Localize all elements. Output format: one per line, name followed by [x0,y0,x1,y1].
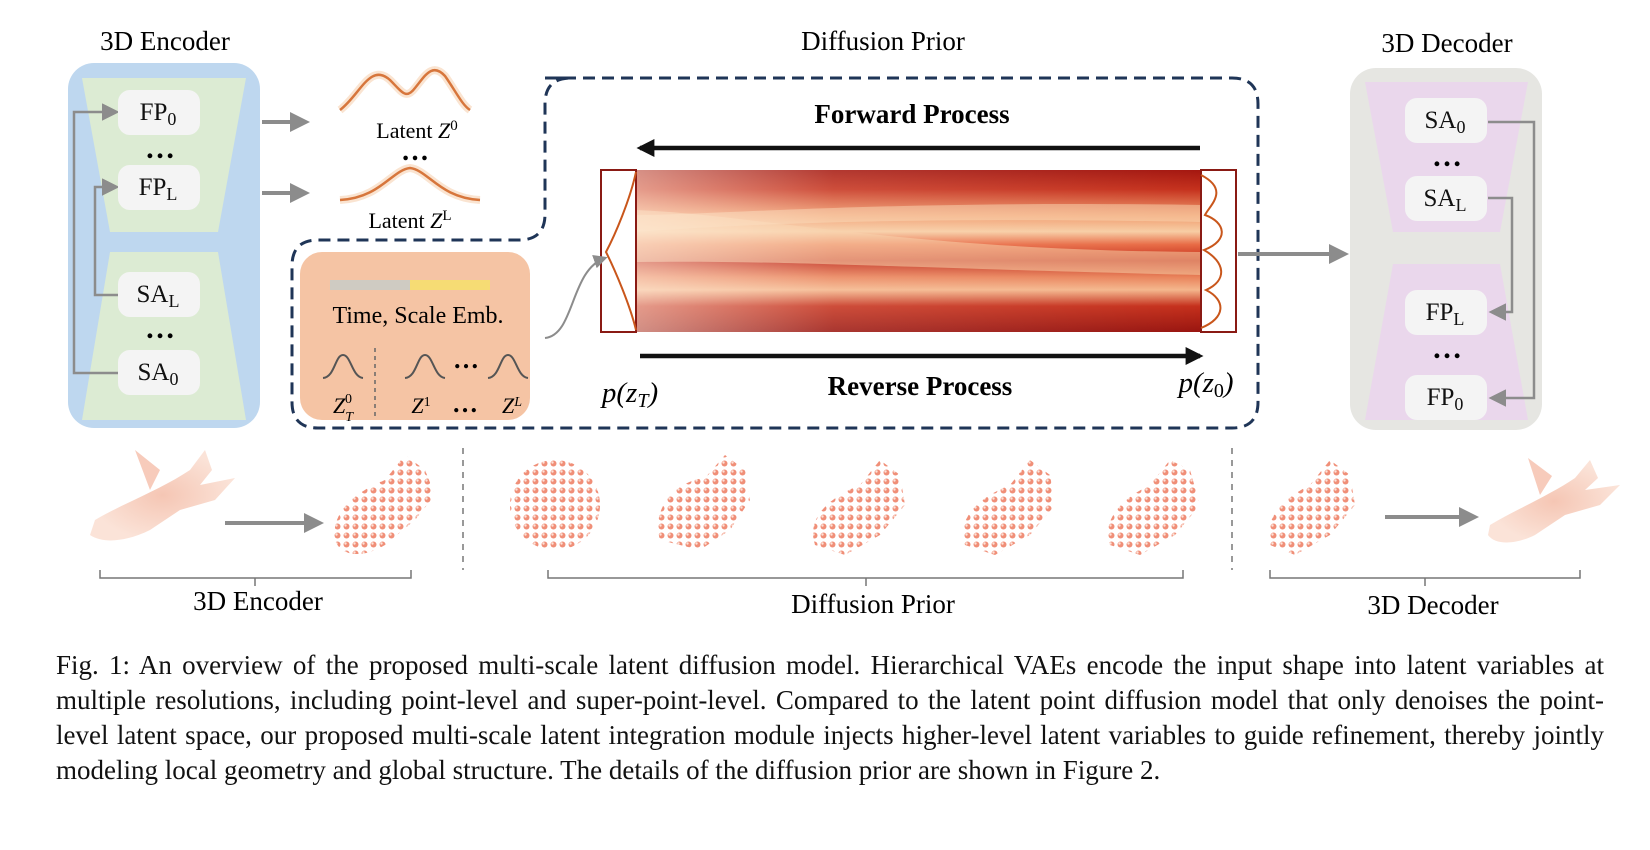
prior-step-cloud-2 [813,460,905,555]
embedding-zl-label: ZL [502,393,522,418]
diffusion-heatmap [636,170,1201,332]
latent-z0-label: Latent Z0 [376,118,457,143]
bottom-decoder-label: 3D Decoder [1367,590,1498,620]
embedding-label: Time, Scale Emb. [332,303,503,329]
latent-z0-curve [339,69,471,112]
reverse-process-label: Reverse Process [828,371,1013,401]
decoder-dots-bottom: … [1432,332,1462,365]
data-distribution-curve [1200,174,1223,329]
encoder-block-sal: SAL [118,272,200,317]
decoder-skip-inner [1488,196,1514,321]
diffusion-prior-title: Diffusion Prior [801,26,965,56]
decoder-block-fpl: FPL [1405,290,1487,335]
embedding-curve-z1 [404,353,446,379]
decoder-dots-top: … [1432,140,1462,173]
embedding-dots-bottom: … [452,389,478,418]
encoded-latent-cloud [334,455,435,555]
encoder-block-fpl: FPL [118,165,200,210]
time-scale-embedding-box [300,252,530,420]
svg-text:SAL: SAL [1424,185,1467,215]
svg-text:FP0: FP0 [140,99,177,129]
latent-zl-label: Latent ZL [368,208,451,233]
svg-text:SA0: SA0 [138,359,179,389]
input-airplane-shape [90,450,235,541]
embedding-dots-top: … [453,345,479,374]
p-zt-label: p(zT) [600,377,658,412]
encoder-dots-bottom: … [145,312,175,345]
svg-text:SAL: SAL [137,281,180,311]
bottom-prior-label: Diffusion Prior [791,589,955,619]
encoder-skip-outer [72,103,120,375]
svg-text:FP0: FP0 [1427,384,1464,414]
latent-dots: … [401,136,429,167]
embedding-bar-gray [330,280,410,290]
bracket-decoder [1269,570,1581,586]
bracket-encoder [99,570,412,586]
embedding-bar-yellow [410,280,490,290]
noise-distribution-curve [604,171,637,331]
output-airplane-shape [1488,458,1620,543]
prior-step-cloud-4 [1108,460,1200,555]
encoder-title: 3D Encoder [100,26,230,56]
encoder-dots-top: … [145,132,175,165]
decoder-input-cloud [1268,460,1355,555]
svg-text:FPL: FPL [1426,299,1465,329]
embedding-curve-zt [322,353,364,379]
forward-process-label: Forward Process [814,99,1009,129]
decoder-block-fp0: FP0 [1405,375,1487,420]
embedding-curve-zl [487,353,529,379]
decoder-block-sal: SAL [1405,176,1487,221]
figure-caption: Fig. 1: An overview of the proposed mult… [56,650,1604,785]
latent-zl-curve-glow [339,163,481,204]
latent-z0-curve-glow [337,66,473,114]
latent-zl-curve [339,166,481,202]
decoder-block-sa0: SA0 [1405,98,1487,143]
embedding-zt-label: ZT0 [333,392,354,425]
embedding-to-prior-arrow [544,255,608,339]
decoder-skip-outer [1488,120,1536,407]
diffusion-prior-dashed-outline [290,76,1260,430]
architecture-figure: 3D Encoder FP0 … FPL SAL … SA0 Latent Z0… [68,26,1620,620]
prior-noise-cloud [510,460,600,550]
embedding-z1-label: Z1 [411,393,430,418]
bracket-prior [547,570,1184,586]
prior-step-cloud-1 [658,455,750,550]
encoder-block-sa0: SA0 [118,350,200,395]
svg-text:SA0: SA0 [1425,107,1466,137]
svg-text:FPL: FPL [139,174,178,204]
encoder-skip-inner [93,178,120,297]
decoder-title: 3D Decoder [1381,28,1512,58]
p-z0-label: p(z0) [1176,367,1233,402]
bottom-encoder-label: 3D Encoder [193,586,323,616]
prior-step-cloud-3 [963,460,1055,555]
encoder-block-fp0: FP0 [118,90,200,135]
